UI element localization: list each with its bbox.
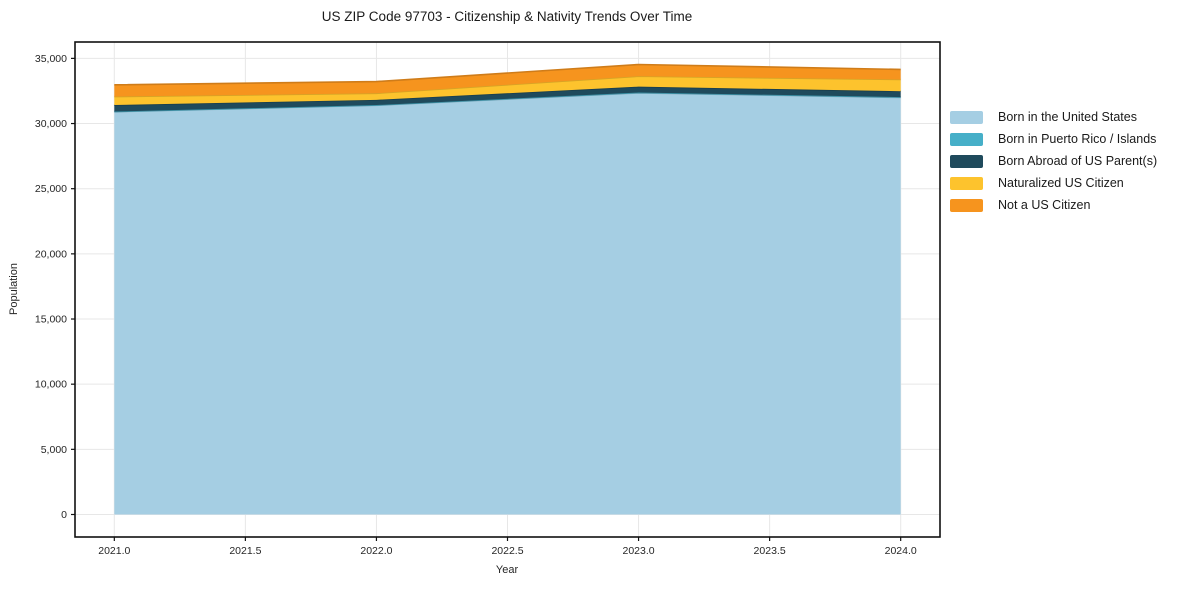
x-tick-label: 2023.0 <box>622 545 654 557</box>
y-tick-label: 0 <box>61 509 67 521</box>
area-series-2 <box>114 86 901 112</box>
x-tick-label: 2022.0 <box>360 545 392 557</box>
x-tick-label: 2024.0 <box>885 545 917 557</box>
legend-item: Naturalized US Citizen <box>950 172 1157 194</box>
x-axis-title: Year <box>495 564 519 576</box>
legend-item: Born in Puerto Rico / Islands <box>950 128 1157 150</box>
chart-title: US ZIP Code 97703 - Citizenship & Nativi… <box>321 9 693 24</box>
area-series-4 <box>114 64 901 97</box>
area-series-3 <box>114 76 901 106</box>
legend-label: Born in the United States <box>998 110 1137 124</box>
x-tick-label: 2022.5 <box>491 545 523 557</box>
legend-item: Born Abroad of US Parent(s) <box>950 150 1157 172</box>
x-tick-label: 2021.0 <box>98 545 130 557</box>
area-series-0 <box>114 92 901 515</box>
legend-item: Not a US Citizen <box>950 194 1157 216</box>
y-tick-label: 25,000 <box>35 183 67 195</box>
y-tick-label: 15,000 <box>35 314 67 326</box>
y-tick-label: 30,000 <box>35 118 67 130</box>
legend-item: Born in the United States <box>950 106 1157 128</box>
legend-label: Not a US Citizen <box>998 198 1091 212</box>
legend: Born in the United States Born in Puerto … <box>950 106 1157 216</box>
y-tick-label: 35,000 <box>35 53 67 65</box>
x-tick-label: 2021.5 <box>229 545 261 557</box>
legend-swatch-2 <box>950 154 983 168</box>
legend-swatch-4 <box>950 198 983 212</box>
legend-label: Born in Puerto Rico / Islands <box>998 132 1157 146</box>
y-tick-label: 5,000 <box>41 444 67 456</box>
legend-swatch-1 <box>950 132 983 146</box>
legend-swatch-0 <box>950 110 983 124</box>
y-tick-label: 20,000 <box>35 248 67 260</box>
y-tick-label: 10,000 <box>35 379 67 391</box>
legend-label: Naturalized US Citizen <box>998 176 1124 190</box>
x-tick-label: 2023.5 <box>754 545 786 557</box>
y-axis-title: Population <box>8 263 20 315</box>
legend-label: Born Abroad of US Parent(s) <box>998 154 1158 168</box>
legend-swatch-3 <box>950 176 983 190</box>
area-edge-4 <box>114 63 901 86</box>
